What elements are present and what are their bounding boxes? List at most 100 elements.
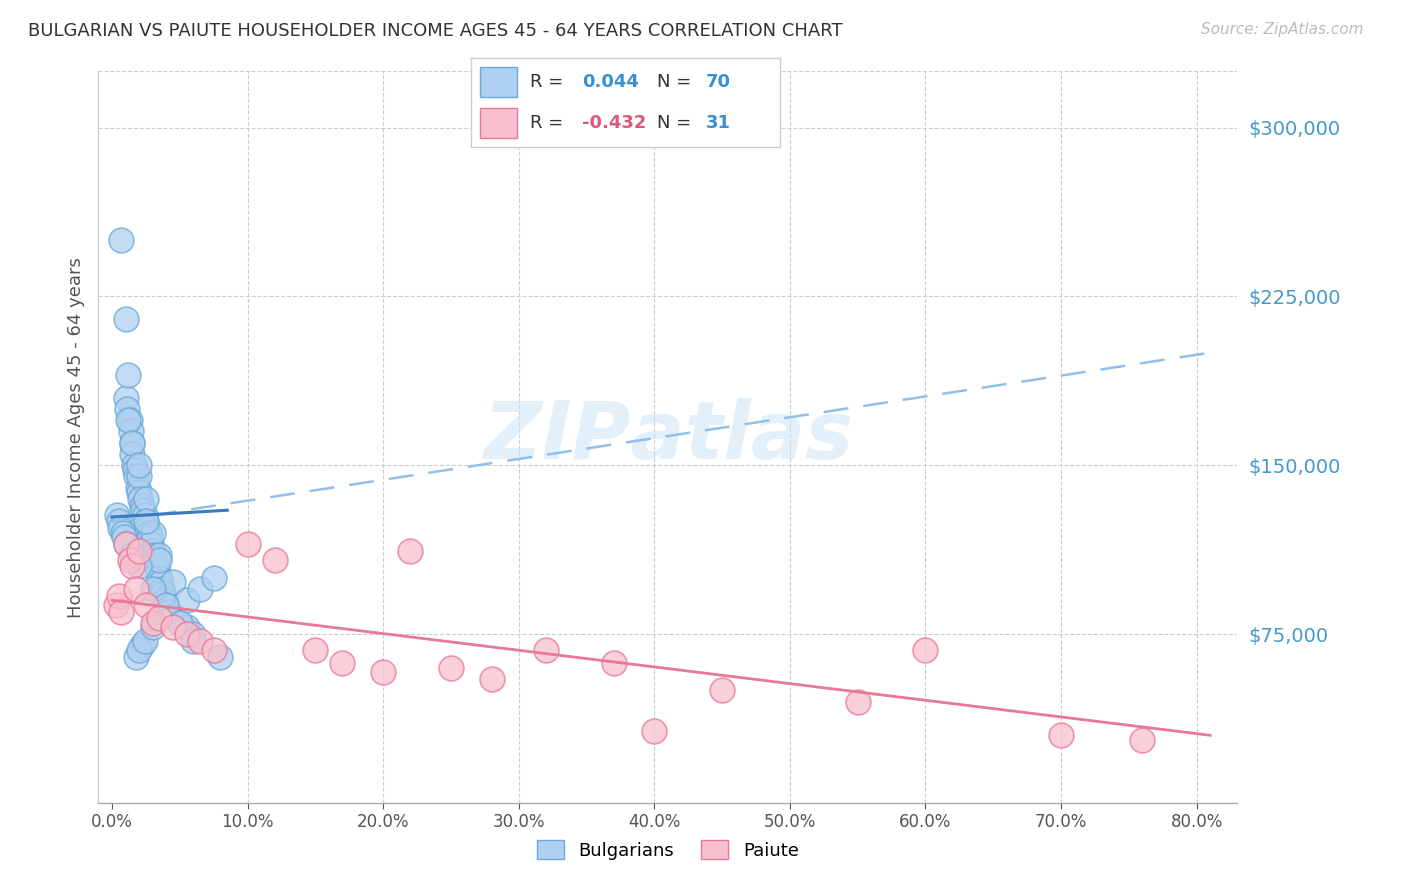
Point bbox=[117, 368, 139, 383]
Point bbox=[145, 553, 167, 567]
Point bbox=[131, 499, 153, 513]
Point bbox=[118, 413, 141, 427]
Point bbox=[183, 627, 205, 641]
Point bbox=[114, 391, 136, 405]
Point bbox=[643, 723, 665, 738]
Point bbox=[128, 469, 150, 483]
Point bbox=[121, 447, 143, 461]
Point bbox=[183, 633, 205, 648]
Point bbox=[121, 435, 143, 450]
Text: R =: R = bbox=[530, 73, 569, 91]
Point bbox=[107, 515, 129, 529]
Point bbox=[148, 548, 170, 562]
Point bbox=[263, 553, 285, 567]
Point bbox=[188, 582, 211, 596]
Point bbox=[236, 537, 259, 551]
Point bbox=[176, 620, 198, 634]
Point bbox=[162, 620, 184, 634]
Point bbox=[122, 458, 145, 473]
Text: 70: 70 bbox=[706, 73, 731, 91]
Point bbox=[128, 543, 150, 558]
Point bbox=[118, 553, 141, 567]
Text: BULGARIAN VS PAIUTE HOUSEHOLDER INCOME AGES 45 - 64 YEARS CORRELATION CHART: BULGARIAN VS PAIUTE HOUSEHOLDER INCOME A… bbox=[28, 22, 842, 40]
Point bbox=[534, 642, 557, 657]
Point bbox=[136, 521, 159, 535]
Point bbox=[111, 525, 134, 540]
Point bbox=[128, 458, 150, 473]
Point bbox=[108, 521, 131, 535]
Point bbox=[169, 615, 191, 630]
Point bbox=[135, 598, 157, 612]
Point bbox=[128, 559, 150, 574]
Bar bbox=[481, 67, 517, 97]
Point bbox=[105, 598, 128, 612]
Text: N =: N = bbox=[657, 114, 696, 132]
Point bbox=[135, 515, 157, 529]
Point bbox=[138, 525, 160, 540]
Point bbox=[110, 605, 132, 619]
Point bbox=[120, 425, 142, 439]
Point bbox=[142, 543, 165, 558]
Point bbox=[481, 672, 503, 686]
Point bbox=[162, 609, 184, 624]
Point bbox=[134, 633, 156, 648]
Point bbox=[169, 615, 191, 630]
Point bbox=[176, 627, 198, 641]
Point bbox=[127, 481, 149, 495]
Point bbox=[135, 515, 157, 529]
Point bbox=[157, 605, 180, 619]
Point bbox=[202, 642, 225, 657]
Point bbox=[150, 582, 173, 596]
Point bbox=[711, 683, 734, 698]
Point bbox=[602, 657, 624, 671]
Point bbox=[202, 571, 225, 585]
Point bbox=[115, 401, 138, 416]
Point bbox=[125, 649, 148, 664]
Point bbox=[142, 615, 165, 630]
Point bbox=[121, 559, 143, 574]
Point bbox=[110, 233, 132, 247]
Text: ZIP​atlas: ZIP​atlas bbox=[482, 398, 853, 476]
Point bbox=[107, 589, 129, 603]
Point bbox=[128, 485, 150, 500]
Point bbox=[107, 508, 129, 522]
Point bbox=[149, 575, 172, 590]
Text: Source: ZipAtlas.com: Source: ZipAtlas.com bbox=[1201, 22, 1364, 37]
Point bbox=[1130, 732, 1153, 747]
Y-axis label: Householder Income Ages 45 - 64 years: Householder Income Ages 45 - 64 years bbox=[66, 257, 84, 617]
Point bbox=[846, 694, 869, 708]
Point bbox=[114, 537, 136, 551]
Point bbox=[1050, 728, 1073, 742]
Point bbox=[176, 593, 198, 607]
Point bbox=[121, 548, 143, 562]
Bar bbox=[481, 108, 517, 138]
Point bbox=[142, 582, 165, 596]
Point bbox=[142, 620, 165, 634]
Point bbox=[188, 633, 211, 648]
Point bbox=[125, 469, 148, 483]
Point bbox=[114, 312, 136, 326]
Point bbox=[124, 463, 146, 477]
Point bbox=[117, 413, 139, 427]
Point bbox=[145, 559, 167, 574]
Text: -0.432: -0.432 bbox=[582, 114, 647, 132]
Point bbox=[155, 598, 177, 612]
Point bbox=[162, 575, 184, 590]
Point bbox=[128, 642, 150, 657]
Legend: Bulgarians, Paiute: Bulgarians, Paiute bbox=[530, 833, 806, 867]
Point bbox=[114, 537, 136, 551]
Point bbox=[146, 564, 169, 578]
Point bbox=[132, 503, 155, 517]
Point bbox=[209, 649, 232, 664]
Point bbox=[148, 553, 170, 567]
Point bbox=[148, 571, 170, 585]
Point bbox=[143, 548, 166, 562]
Point bbox=[121, 435, 143, 450]
Point bbox=[399, 543, 422, 558]
Text: R =: R = bbox=[530, 114, 569, 132]
Point bbox=[304, 642, 326, 657]
Point bbox=[153, 593, 176, 607]
Point bbox=[148, 611, 170, 625]
Point bbox=[142, 525, 165, 540]
Point bbox=[112, 530, 135, 544]
